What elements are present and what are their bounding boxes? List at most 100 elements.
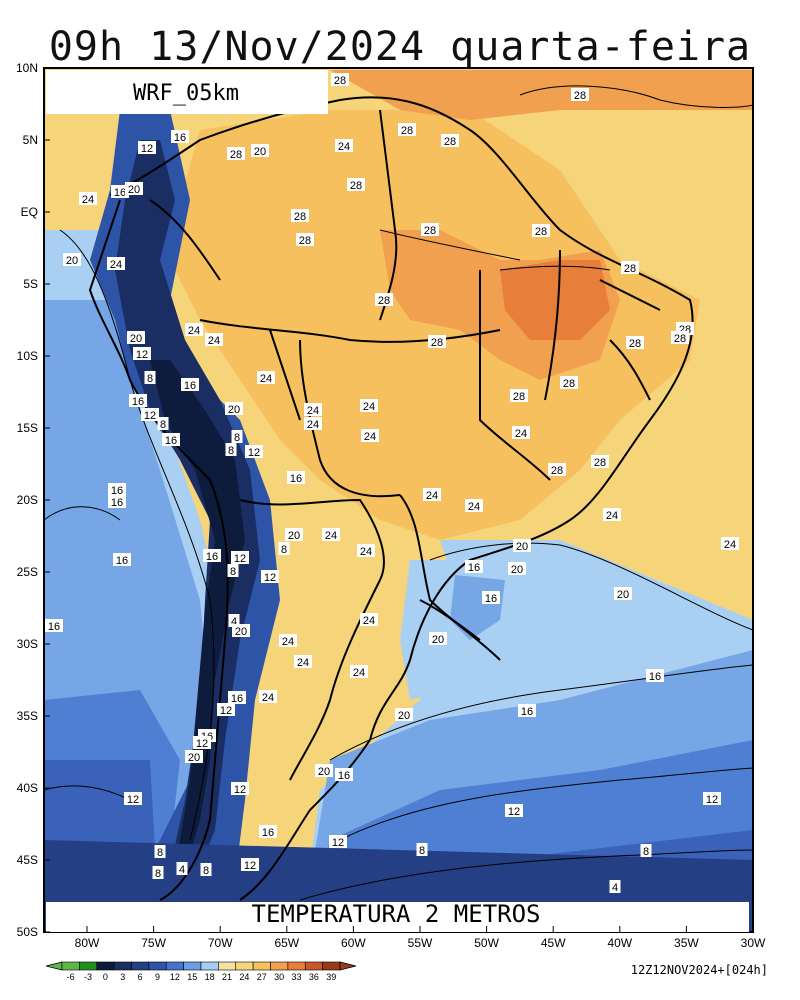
contour-label-bg: [465, 499, 483, 512]
colorbar-segment: [79, 961, 98, 971]
colorbar-tick-label: 33: [292, 972, 302, 982]
lon-label: 50W: [474, 936, 499, 950]
contour-label-bg: [231, 782, 249, 795]
contour-label-bg: [626, 336, 644, 349]
contour-label: 12: [136, 349, 148, 361]
contour-label: 24: [364, 431, 376, 443]
contour-label-bg: [133, 347, 151, 360]
contour-label-bg: [429, 632, 447, 645]
contour-label-bg: [125, 182, 143, 195]
contour-label-bg: [279, 634, 297, 647]
contour-label-bg: [322, 528, 340, 541]
lat-label: 5N: [23, 133, 38, 147]
contour-label-bg: [646, 669, 664, 682]
colorbar-segment: [322, 961, 341, 971]
contour-label-bg: [141, 408, 159, 421]
contour-label: 28: [535, 226, 547, 238]
contour-label-bg: [203, 549, 221, 562]
lon-label: 65W: [274, 936, 299, 950]
lat-label: 35S: [17, 709, 38, 723]
contour-label: 28: [624, 263, 636, 275]
contour-label-bg: [185, 323, 203, 336]
contour-label-bg: [603, 508, 621, 521]
contour-label-bg: [398, 123, 416, 136]
colorbar-segment: [96, 961, 115, 971]
lat-label: 40S: [17, 781, 38, 795]
model-label-box: [46, 70, 328, 114]
contour-label: 12: [706, 794, 718, 806]
contour-label: 24: [606, 510, 618, 522]
lat-label: EQ: [21, 205, 38, 219]
contour-label: 8: [643, 846, 649, 858]
contour-label-bg: [335, 139, 353, 152]
contour-label: 4: [231, 616, 237, 628]
contour-label: 16: [174, 132, 186, 144]
contour-label-bg: [231, 551, 249, 564]
contour-label: 28: [424, 225, 436, 237]
colorbar-tick-label: 24: [239, 972, 249, 982]
lat-label: 15S: [17, 421, 38, 435]
contour-label: 12: [234, 553, 246, 565]
contour-label-bg: [79, 192, 97, 205]
contour-label: 20: [318, 766, 330, 778]
colorbar-tick-label: 0: [103, 972, 108, 982]
contour-label: 24: [110, 259, 122, 271]
colorbar-tick-label: 36: [309, 972, 319, 982]
contour-label-bg: [287, 471, 305, 484]
temperature-colorbar: -6 -3 0 3 6 9 12 15 18 21 24 27 30 33 36 39: [45, 961, 357, 982]
contour-label-bg: [162, 433, 180, 446]
contour-label: 16: [165, 435, 177, 447]
contour-label-bg: [124, 792, 142, 805]
contour-label: 28: [299, 235, 311, 247]
contour-label: 4: [612, 882, 618, 894]
contour-label-bg: [251, 144, 269, 157]
contour-label-bg: [357, 544, 375, 557]
contour-label-bg: [63, 253, 81, 266]
contour-label: 16: [262, 827, 274, 839]
contour-label: 24: [82, 194, 94, 206]
colorbar-tick-label: -3: [84, 972, 92, 982]
contour-label: 28: [230, 149, 242, 161]
contour-label: 12: [244, 860, 256, 872]
lat-label: 30S: [17, 637, 38, 651]
contour-label: 8: [203, 865, 209, 877]
lon-label: 70W: [208, 936, 233, 950]
contour-label: 28: [574, 90, 586, 102]
andes-coldest-band: [150, 360, 245, 870]
contour-label: 24: [325, 530, 337, 542]
north-atlantic-warm: [330, 70, 753, 120]
contour-label-bg: [518, 704, 536, 717]
contour-label: 12: [127, 794, 139, 806]
contour-label: 28: [444, 136, 456, 148]
contour-label: 24: [307, 419, 319, 431]
contour-label-bg: [416, 843, 428, 856]
colorbar-segment: [131, 961, 150, 971]
contour-label-bg: [291, 209, 309, 222]
contour-label: 8: [160, 419, 166, 431]
contour-label-bg: [259, 825, 277, 838]
contour-label-bg: [513, 539, 531, 552]
contour-label: 16: [649, 671, 661, 683]
contour-label-bg: [231, 430, 243, 443]
contour-label: 20: [130, 333, 142, 345]
contour-label: 20: [254, 146, 266, 158]
contour-label-bg: [360, 613, 378, 626]
colorbar-tick-label: 18: [205, 972, 215, 982]
contour-label-bg: [335, 768, 353, 781]
contour-label: 16: [111, 497, 123, 509]
contour-label-bg: [375, 293, 393, 306]
contour-label-bg: [127, 331, 145, 344]
contour-lines: [44, 85, 753, 901]
contour-label-bg: [671, 331, 689, 344]
contour-label: 8: [228, 445, 234, 457]
contour-label-bg: [232, 624, 250, 637]
contour-label-bg: [154, 845, 166, 858]
contour-label: 24: [262, 692, 274, 704]
colorbar-tick-label: -6: [67, 972, 75, 982]
contour-label: 16: [114, 187, 126, 199]
contour-label: 28: [594, 457, 606, 469]
contour-label-bg: [108, 495, 126, 508]
